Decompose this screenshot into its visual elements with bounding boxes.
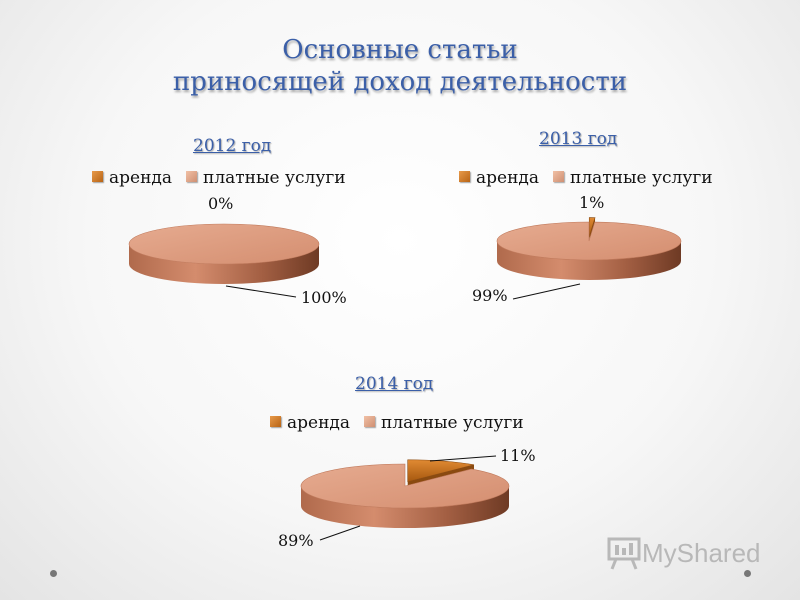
pie-2: 11% 89%: [278, 446, 536, 550]
pie-1: 1% 99%: [472, 193, 682, 305]
pie-slice-rent: [588, 217, 596, 237]
data-label-rent: 11%: [500, 446, 536, 465]
legend-swatch-paid: [553, 171, 565, 182]
legend-swatch-rent: [270, 416, 281, 427]
data-label-rent: 0%: [208, 194, 233, 213]
leader-line: [429, 455, 497, 462]
pie-side-paid: [301, 486, 509, 528]
legend-item-paid: платные услуги: [553, 168, 713, 188]
chart-2013-legend: аренда платные услуги: [459, 168, 727, 188]
data-label-paid: 100%: [301, 288, 347, 307]
myshared-logo: MyShared: [606, 536, 761, 570]
legend-item-rent: аренда: [270, 413, 350, 433]
legend-label-rent: аренда: [476, 168, 540, 188]
slide-title: Основные статьи приносящей доход деятель…: [0, 34, 800, 98]
pie-0: 0% 100%: [128, 194, 347, 307]
nav-dot-right: [744, 570, 751, 577]
data-label-paid: 99%: [472, 286, 508, 305]
slide-title-line1: Основные статьи: [282, 35, 518, 65]
data-label-rent: 1%: [579, 193, 604, 212]
chart-2014-legend: аренда платные услуги: [270, 413, 538, 433]
pie-slice-paid: [496, 221, 682, 261]
leader-line: [225, 285, 297, 298]
pie-slice-paid: [300, 463, 510, 509]
legend-swatch-rent: [92, 171, 103, 182]
chart-2014-title: 2014 год: [355, 374, 434, 394]
chart-2012-title: 2012 год: [193, 136, 272, 156]
legend-swatch-paid: [364, 416, 376, 427]
pie-slice-paid: [128, 223, 320, 265]
chart-2012-legend: аренда платные услуги: [92, 168, 360, 188]
legend-swatch-rent: [459, 171, 470, 182]
legend-label-paid: платные услуги: [570, 168, 713, 188]
legend-label-rent: аренда: [109, 168, 173, 188]
leader-line: [319, 525, 361, 541]
legend-item-rent: аренда: [92, 168, 172, 188]
legend-label-paid: платные услуги: [381, 413, 524, 433]
chart-2013-title: 2013 год: [539, 129, 618, 149]
data-label-paid: 89%: [278, 531, 314, 550]
legend-item-rent: аренда: [459, 168, 539, 188]
slide-title-line2: приносящей доход деятельности: [172, 67, 628, 97]
logo-text: MyShared: [642, 537, 761, 568]
legend-swatch-paid: [186, 171, 198, 182]
pie-slice-rent: [407, 459, 475, 483]
legend-label-paid: платные услуги: [203, 168, 346, 188]
nav-dot-left: [50, 570, 57, 577]
pie-side-paid: [497, 241, 681, 280]
legend-item-paid: платные услуги: [186, 168, 346, 188]
legend-item-paid: платные услуги: [364, 413, 524, 433]
presentation-board-icon: [607, 537, 641, 570]
leader-line: [512, 283, 581, 300]
legend-label-rent: аренда: [287, 413, 351, 433]
